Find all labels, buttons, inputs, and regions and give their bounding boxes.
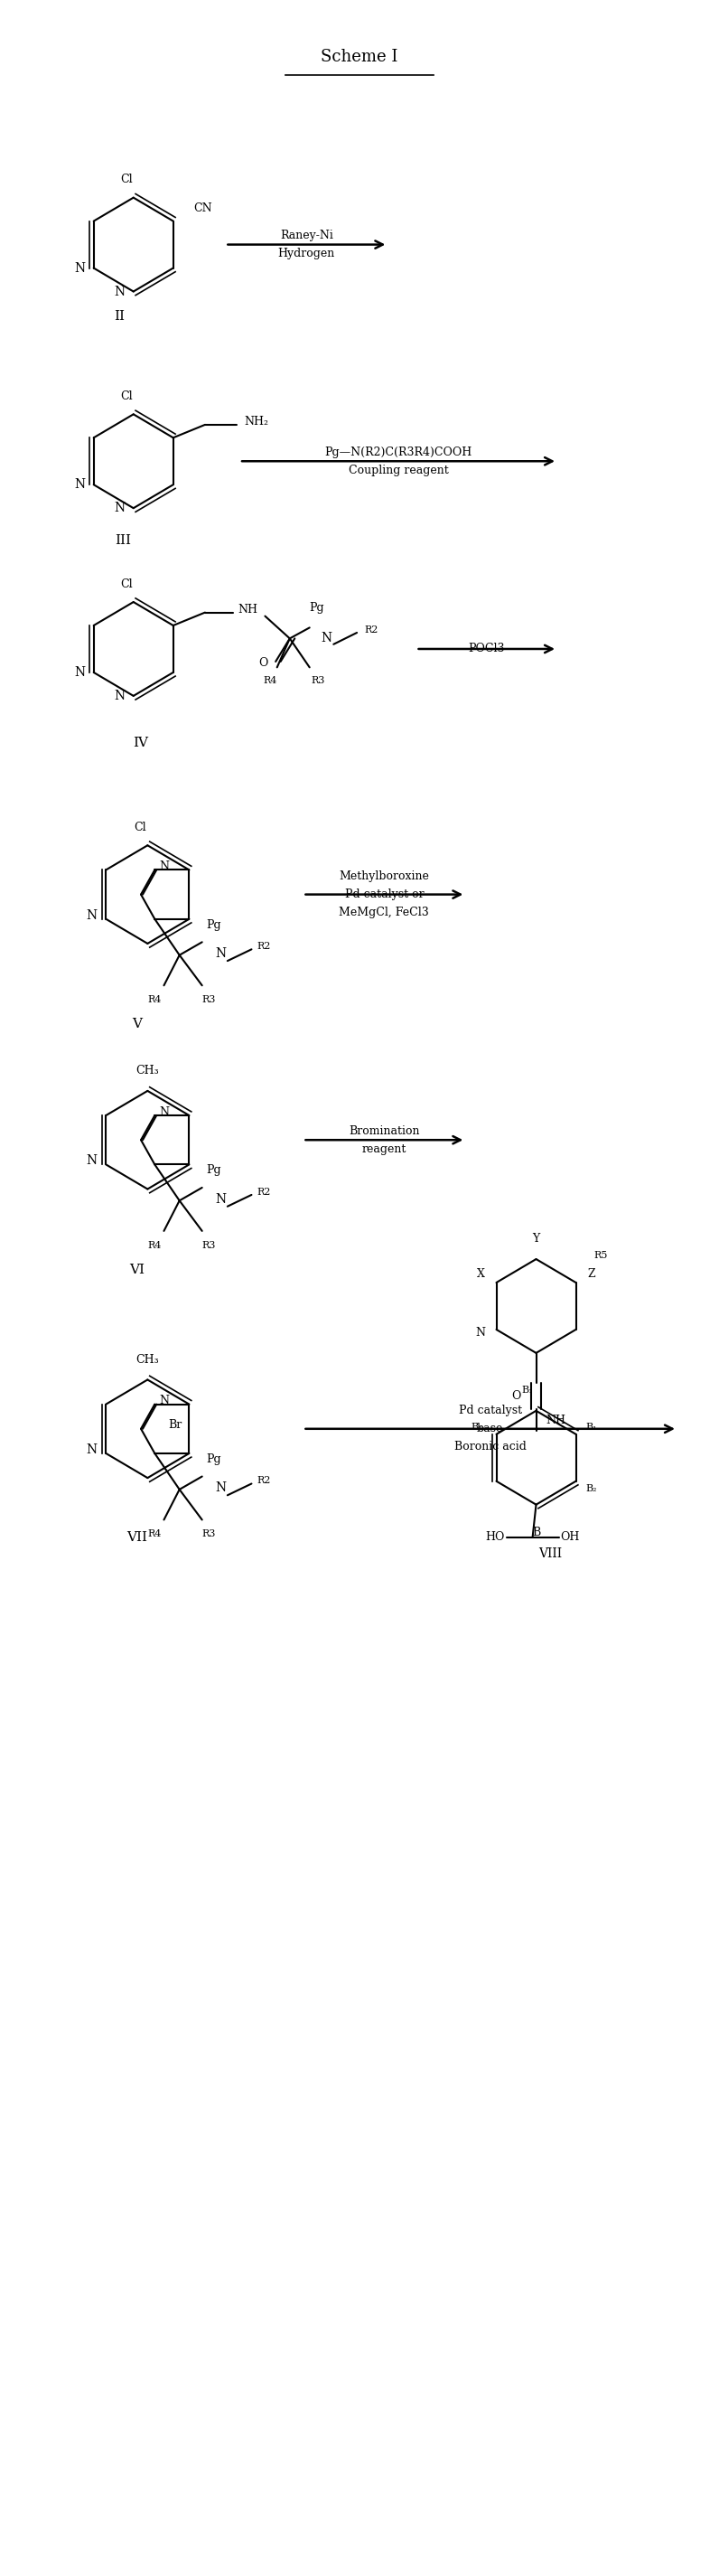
Text: R2: R2: [257, 1476, 271, 1486]
Text: III: III: [115, 533, 131, 546]
Text: V: V: [132, 1018, 142, 1030]
Text: Pg: Pg: [206, 920, 221, 930]
Text: Pd catalyst: Pd catalyst: [459, 1404, 522, 1417]
Text: Cl: Cl: [120, 392, 132, 402]
Text: N: N: [86, 909, 97, 922]
Text: N: N: [74, 667, 85, 677]
Text: MeMgCl, FeCl3: MeMgCl, FeCl3: [339, 907, 429, 920]
Text: VII: VII: [127, 1530, 147, 1543]
Text: R2: R2: [257, 943, 271, 951]
Text: N: N: [215, 1481, 226, 1494]
Text: B₄: B₄: [471, 1422, 482, 1432]
Text: N: N: [114, 502, 125, 515]
Text: Z: Z: [587, 1267, 595, 1280]
Text: X: X: [477, 1267, 485, 1280]
Text: NH: NH: [237, 603, 257, 616]
Text: R4: R4: [263, 675, 277, 685]
Text: N: N: [160, 860, 170, 873]
Text: B₁: B₁: [586, 1422, 597, 1432]
Text: HO: HO: [485, 1530, 505, 1543]
Text: O: O: [259, 657, 268, 670]
Text: Raney-Ni: Raney-Ni: [280, 229, 333, 242]
Text: II: II: [114, 312, 124, 322]
Text: Y: Y: [532, 1234, 540, 1244]
Text: R3: R3: [202, 1242, 216, 1249]
Text: NH: NH: [546, 1414, 566, 1427]
Text: N: N: [215, 1193, 226, 1206]
Text: Cl: Cl: [120, 577, 132, 590]
Text: Pg: Pg: [206, 1164, 221, 1177]
Text: R2: R2: [257, 1188, 271, 1195]
Text: N: N: [74, 263, 85, 276]
Text: Br: Br: [168, 1419, 182, 1432]
Text: R3: R3: [202, 994, 216, 1005]
Text: R2: R2: [364, 626, 378, 634]
Text: Pg: Pg: [206, 1453, 221, 1466]
Text: base: base: [477, 1422, 503, 1435]
Text: Bromination: Bromination: [349, 1126, 420, 1136]
Text: R4: R4: [148, 1242, 162, 1249]
Text: N: N: [74, 479, 85, 492]
Text: B₁: B₁: [522, 1386, 533, 1396]
Text: R4: R4: [148, 994, 162, 1005]
Text: reagent: reagent: [362, 1144, 406, 1154]
Text: R3: R3: [202, 1530, 216, 1538]
Text: N: N: [215, 948, 226, 961]
Text: N: N: [476, 1327, 486, 1340]
Text: VIII: VIII: [539, 1548, 562, 1561]
Text: VI: VI: [129, 1265, 145, 1275]
Text: IV: IV: [133, 737, 148, 750]
Text: Pd catalyst or: Pd catalyst or: [344, 889, 423, 902]
Text: N: N: [86, 1154, 97, 1167]
Text: Scheme I: Scheme I: [321, 49, 398, 64]
Text: N: N: [321, 631, 332, 644]
Text: Coupling reagent: Coupling reagent: [348, 464, 449, 477]
Text: Pg: Pg: [309, 603, 324, 613]
Text: R3: R3: [311, 675, 325, 685]
Text: Cl: Cl: [120, 173, 132, 185]
Text: Cl: Cl: [134, 822, 147, 832]
Text: Hydrogen: Hydrogen: [278, 247, 335, 260]
Text: N: N: [86, 1443, 97, 1455]
Text: Methylboroxine: Methylboroxine: [339, 871, 429, 881]
Text: N: N: [160, 1105, 170, 1118]
Text: CH₃: CH₃: [136, 1064, 159, 1077]
Text: R5: R5: [594, 1249, 608, 1260]
Text: B₂: B₂: [586, 1484, 597, 1494]
Text: NH₂: NH₂: [244, 415, 269, 428]
Text: N: N: [114, 690, 125, 703]
Text: CN: CN: [193, 204, 212, 214]
Text: Pg—N(R2)C(R3R4)COOH: Pg—N(R2)C(R3R4)COOH: [324, 446, 472, 459]
Text: N: N: [114, 286, 125, 299]
Text: N: N: [160, 1394, 170, 1406]
Text: POCl3: POCl3: [468, 644, 505, 654]
Text: CH₃: CH₃: [136, 1352, 159, 1365]
Text: Boronic acid: Boronic acid: [454, 1440, 526, 1453]
Text: OH: OH: [560, 1530, 580, 1543]
Text: R4: R4: [148, 1530, 162, 1538]
Text: O: O: [512, 1391, 521, 1401]
Text: B: B: [532, 1525, 540, 1538]
